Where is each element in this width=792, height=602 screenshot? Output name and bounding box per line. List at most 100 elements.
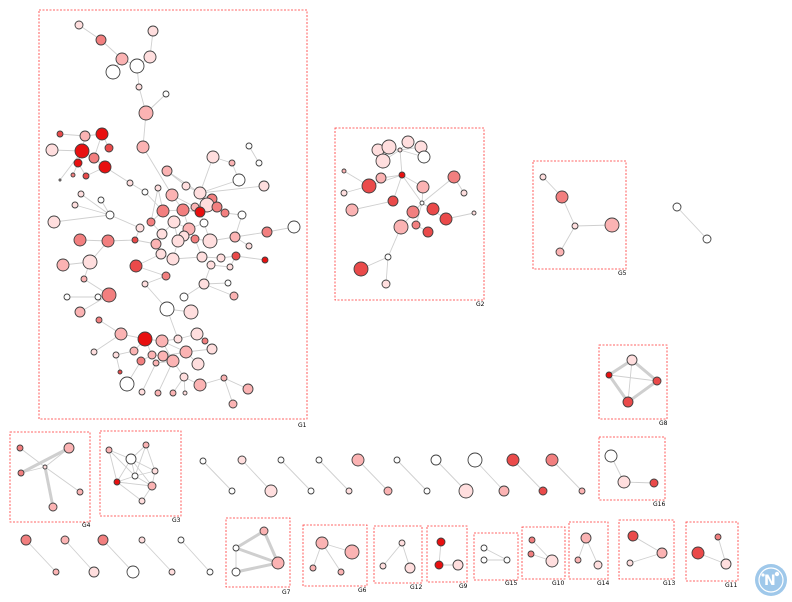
graph-node[interactable]: [194, 206, 206, 218]
graph-node[interactable]: [287, 220, 301, 234]
graph-node[interactable]: [503, 556, 511, 564]
graph-node[interactable]: [63, 293, 71, 301]
graph-node[interactable]: [261, 226, 273, 238]
graph-node[interactable]: [131, 236, 139, 244]
graph-node[interactable]: [434, 560, 444, 570]
graph-node[interactable]: [136, 356, 146, 366]
graph-node[interactable]: [115, 52, 129, 66]
graph-node[interactable]: [138, 388, 146, 396]
graph-node[interactable]: [104, 143, 114, 153]
graph-node[interactable]: [467, 452, 483, 468]
graph-node[interactable]: [401, 135, 415, 149]
graph-node[interactable]: [216, 253, 226, 263]
graph-node[interactable]: [45, 143, 59, 157]
graph-node[interactable]: [166, 252, 180, 266]
graph-node[interactable]: [436, 537, 446, 547]
graph-node[interactable]: [105, 210, 115, 220]
graph-node[interactable]: [379, 562, 387, 570]
graph-node[interactable]: [169, 389, 177, 397]
graph-node[interactable]: [155, 248, 167, 260]
graph-node[interactable]: [79, 130, 91, 142]
graph-node[interactable]: [52, 568, 60, 576]
graph-node[interactable]: [155, 334, 169, 348]
graph-node[interactable]: [141, 188, 149, 196]
graph-node[interactable]: [161, 165, 173, 177]
graph-node[interactable]: [154, 184, 162, 192]
graph-node[interactable]: [166, 354, 180, 368]
graph-node[interactable]: [229, 291, 239, 301]
graph-node[interactable]: [527, 550, 535, 558]
graph-node[interactable]: [426, 202, 440, 216]
graph-node[interactable]: [340, 189, 348, 197]
graph-node[interactable]: [138, 105, 154, 121]
graph-node[interactable]: [220, 374, 228, 382]
graph-node[interactable]: [423, 487, 431, 495]
graph-node[interactable]: [20, 534, 32, 546]
group-box-g10[interactable]: [521, 526, 566, 580]
graph-node[interactable]: [193, 378, 207, 392]
graph-node[interactable]: [105, 64, 121, 80]
graph-node[interactable]: [131, 472, 139, 480]
graph-node[interactable]: [183, 304, 199, 320]
graph-node[interactable]: [159, 301, 175, 317]
group-box-g14[interactable]: [568, 521, 609, 580]
graph-node[interactable]: [74, 20, 84, 30]
graph-node[interactable]: [430, 454, 442, 466]
graph-node[interactable]: [154, 389, 162, 397]
graph-node[interactable]: [237, 455, 247, 465]
graph-node[interactable]: [337, 568, 345, 576]
graph-node[interactable]: [259, 526, 269, 536]
graph-node[interactable]: [480, 556, 488, 564]
graph-node[interactable]: [361, 178, 377, 194]
graph-node[interactable]: [190, 327, 204, 341]
graph-node[interactable]: [237, 210, 247, 220]
graph-node[interactable]: [114, 327, 128, 341]
graph-node[interactable]: [627, 530, 639, 542]
graph-node[interactable]: [95, 34, 107, 46]
graph-node[interactable]: [393, 219, 409, 235]
graph-node[interactable]: [672, 202, 682, 212]
graph-node[interactable]: [179, 292, 189, 302]
graph-node[interactable]: [199, 457, 207, 465]
graph-node[interactable]: [387, 195, 399, 207]
graph-node[interactable]: [539, 173, 547, 181]
graph-node[interactable]: [177, 536, 185, 544]
graph-node[interactable]: [419, 200, 425, 206]
graph-node[interactable]: [439, 212, 453, 226]
graph-node[interactable]: [626, 559, 634, 567]
graph-node[interactable]: [190, 234, 200, 244]
graph-node[interactable]: [156, 228, 168, 240]
graph-node[interactable]: [545, 453, 559, 467]
graph-node[interactable]: [156, 204, 170, 218]
graph-node[interactable]: [398, 171, 406, 179]
graph-node[interactable]: [146, 217, 156, 227]
graph-node[interactable]: [56, 258, 70, 272]
graph-node[interactable]: [460, 189, 468, 197]
graph-node[interactable]: [90, 348, 98, 356]
graph-node[interactable]: [112, 351, 120, 359]
graph-node[interactable]: [422, 226, 434, 238]
group-box-g13[interactable]: [618, 519, 675, 580]
graph-node[interactable]: [94, 293, 102, 301]
graph-node[interactable]: [397, 147, 403, 153]
graph-node[interactable]: [652, 376, 662, 386]
graph-node[interactable]: [165, 188, 179, 202]
graph-node[interactable]: [398, 539, 406, 547]
graph-node[interactable]: [656, 547, 668, 559]
graph-node[interactable]: [129, 58, 145, 74]
graph-node[interactable]: [714, 533, 722, 541]
graph-node[interactable]: [375, 172, 387, 184]
graph-node[interactable]: [95, 127, 109, 141]
graph-node[interactable]: [232, 173, 246, 187]
graph-node[interactable]: [173, 334, 183, 344]
graph-node[interactable]: [593, 560, 603, 570]
graph-node[interactable]: [82, 172, 90, 180]
graph-node[interactable]: [622, 396, 634, 408]
graph-node[interactable]: [617, 475, 631, 489]
graph-node[interactable]: [580, 532, 592, 544]
graph-node[interactable]: [381, 279, 391, 289]
graph-node[interactable]: [97, 196, 105, 204]
graph-node[interactable]: [406, 205, 420, 219]
graph-node[interactable]: [202, 233, 218, 249]
graph-node[interactable]: [82, 254, 98, 270]
